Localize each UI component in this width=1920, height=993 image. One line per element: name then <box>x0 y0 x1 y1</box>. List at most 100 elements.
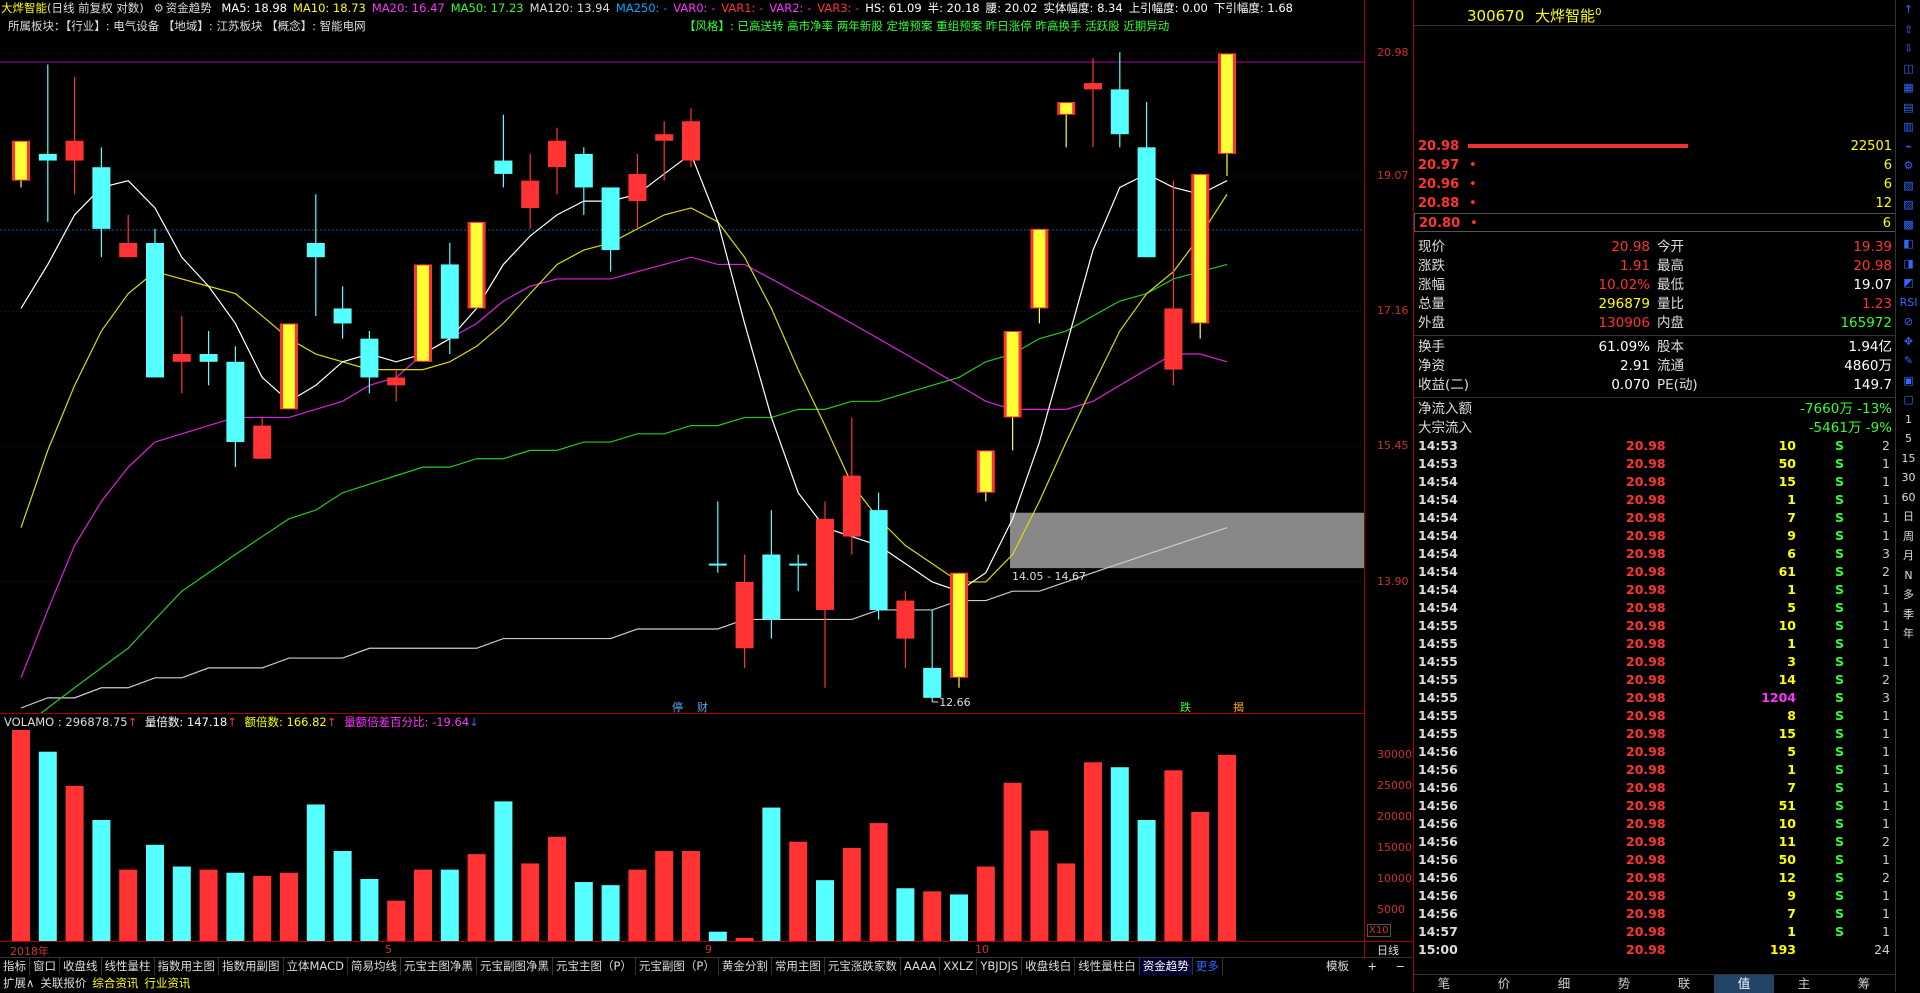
tick-s: S <box>1834 816 1844 831</box>
tab-info[interactable]: 扩展∧ <box>3 976 35 990</box>
toolbar-button[interactable]: 60 <box>1901 490 1916 504</box>
toolbar-button[interactable]: 30 <box>1901 471 1916 484</box>
panel-tab[interactable]: 价 <box>1497 976 1511 991</box>
toolbar-button[interactable]: ✎ <box>1903 354 1914 367</box>
toolbar-button[interactable]: 月 <box>1903 549 1914 562</box>
tick-v: 10 <box>1778 618 1796 633</box>
toolbar-button[interactable]: ⊘ <box>1903 315 1914 328</box>
toolbar-button[interactable]: RSI <box>1899 295 1918 309</box>
tick-p: 20.98 <box>1626 456 1666 471</box>
toolbar-button[interactable]: ▩ <box>1903 217 1914 231</box>
toolbar-button[interactable]: N <box>1904 568 1913 582</box>
tick-n: 1 <box>1882 654 1890 669</box>
tab-indicator[interactable]: 常用主图 <box>772 958 825 975</box>
tab-info[interactable]: 关联报价 <box>40 976 87 990</box>
toolbar-button[interactable]: 多 <box>1903 588 1914 601</box>
candle-body <box>1164 308 1183 370</box>
tick-s: S <box>1834 762 1844 777</box>
tick-row: 14:56 20.98 10 S 1 <box>1414 815 1896 833</box>
tab-indicator[interactable]: 元宝主图（P） <box>553 958 636 975</box>
tab-indicator[interactable]: YBJDJS <box>977 958 1023 975</box>
tick-p: 20.98 <box>1626 906 1666 921</box>
toolbar-button[interactable]: ⚙ <box>1903 159 1914 172</box>
tab-control[interactable]: 模板 <box>1326 959 1349 973</box>
toolbar-button[interactable]: ◨ <box>1903 256 1914 270</box>
tab-indicator[interactable]: 元宝副图净黑 <box>477 958 553 975</box>
toolbar-button[interactable]: 15 <box>1901 451 1916 465</box>
panel-tab[interactable]: 筹 <box>1857 976 1871 991</box>
tab-indicator[interactable]: 立体MACD <box>284 958 348 975</box>
tick-p: 20.98 <box>1626 834 1666 849</box>
tab-indicator[interactable]: 指数用副图 <box>219 958 284 975</box>
toolbar-button[interactable]: ◧ <box>1903 237 1914 250</box>
candlestick-chart[interactable]: 14.05 - 14.67 12.66 停 财 跌 揭 <box>0 35 1364 713</box>
toolbar-button[interactable]: 年 <box>1903 627 1914 640</box>
tab-control[interactable]: + <box>1367 959 1377 973</box>
tab-indicator[interactable]: 元宝副图（P） <box>636 958 719 975</box>
tab-indicator[interactable]: 更多 <box>1193 958 1223 975</box>
tick-t: 14:56 <box>1418 816 1458 831</box>
gear-icon[interactable]: ⚙ <box>153 1 164 15</box>
toolbar-button[interactable]: ◩ <box>1903 276 1914 289</box>
tick-v: 10 <box>1778 438 1796 453</box>
tab-indicator[interactable]: 简易均线 <box>348 958 401 975</box>
volume-chart[interactable] <box>0 730 1364 941</box>
panel-tab[interactable]: 细 <box>1557 976 1571 991</box>
toolbar-button[interactable]: ▨ <box>1903 198 1914 211</box>
tab-indicator[interactable]: AAAA <box>901 958 941 975</box>
panel-tab[interactable]: 笔 <box>1437 976 1451 991</box>
toolbar-button[interactable]: ⇧ <box>1903 22 1914 36</box>
toolbar-button[interactable]: 日 <box>1903 510 1914 523</box>
quote-value: 19.39 <box>1853 239 1892 255</box>
tab-indicator[interactable]: 黄金分割 <box>719 958 772 975</box>
tab-indicator[interactable]: 线性量柱白 <box>1075 958 1140 975</box>
tab-indicator[interactable]: 元宝主图净黑 <box>401 958 477 975</box>
toolbar-button[interactable]: ⇩ <box>1903 42 1914 55</box>
quote-value: 149.7 <box>1853 377 1892 393</box>
tab-indicator[interactable]: XXLZ <box>940 958 978 975</box>
panel-tab[interactable]: 主 <box>1797 976 1811 991</box>
tab-control[interactable]: − <box>1395 959 1405 973</box>
period-label[interactable]: 日线 <box>1377 944 1399 957</box>
orderbook-row: 20.88 • 12 <box>1414 194 1896 213</box>
toolbar-button[interactable]: ✥ <box>1903 334 1914 348</box>
tick-list[interactable]: 14:53 20.98 10 S 2 14:53 20.98 50 S 1 14:54 20.98 15… <box>1414 437 1896 967</box>
panel-tab[interactable]: 联 <box>1677 976 1691 991</box>
toolbar-button[interactable]: ▦ <box>1903 81 1914 94</box>
tab-indicator[interactable]: 指标 <box>0 958 30 975</box>
stock-name[interactable]: 大烨智能 <box>1 1 47 15</box>
tick-v: 10 <box>1778 816 1796 831</box>
toolbar-button[interactable]: ▣ <box>1903 373 1914 387</box>
tab-indicator[interactable]: 资金趋势 <box>1139 958 1193 975</box>
chart-mode[interactable]: (日线 前复权 对数) <box>47 1 144 15</box>
toolbar-button[interactable]: 周 <box>1903 529 1914 543</box>
tab-info[interactable]: 综合资讯 <box>92 976 139 990</box>
tab-indicator[interactable]: 收盘线 <box>60 958 102 975</box>
tab-indicator[interactable]: 元宝涨跌家数 <box>825 958 901 975</box>
toolbar-button[interactable]: 5 <box>1905 432 1912 445</box>
candle-body <box>1137 147 1156 258</box>
tab-indicator[interactable]: 收盘线白 <box>1022 958 1076 975</box>
tab-indicator[interactable]: 指数用主图 <box>155 958 219 975</box>
tick-p: 20.98 <box>1626 474 1666 489</box>
tick-t: 14:56 <box>1418 888 1458 903</box>
toolbar-button[interactable]: ↑ <box>1903 3 1914 16</box>
ma5-line <box>20 152 1228 592</box>
toolbar-button[interactable]: 1 <box>1905 412 1912 426</box>
toolbar-button[interactable]: 季 <box>1903 607 1914 621</box>
panel-tab[interactable]: 势 <box>1617 976 1631 991</box>
tab-info[interactable]: 行业资讯 <box>144 976 191 990</box>
tick-row: 15:00 20.98 193 24 <box>1414 941 1896 959</box>
panel-tab[interactable]: 值 <box>1714 975 1774 993</box>
tick-n: 2 <box>1882 834 1890 849</box>
indicator-name[interactable]: 资金趋势 <box>165 1 212 15</box>
toolbar-button[interactable]: ◫ <box>1903 61 1914 75</box>
toolbar-button[interactable]: ▢ <box>1903 393 1914 406</box>
tab-indicator[interactable]: 窗口 <box>30 958 60 975</box>
toolbar-button[interactable]: ▥ <box>1903 120 1914 133</box>
toolbar-button[interactable]: ▧ <box>1903 178 1914 192</box>
toolbar-button[interactable]: ⌁ <box>1905 139 1912 153</box>
tick-s: S <box>1834 456 1844 471</box>
tab-indicator[interactable]: 线性量柱 <box>102 958 155 975</box>
toolbar-button[interactable]: ▤ <box>1903 100 1914 114</box>
